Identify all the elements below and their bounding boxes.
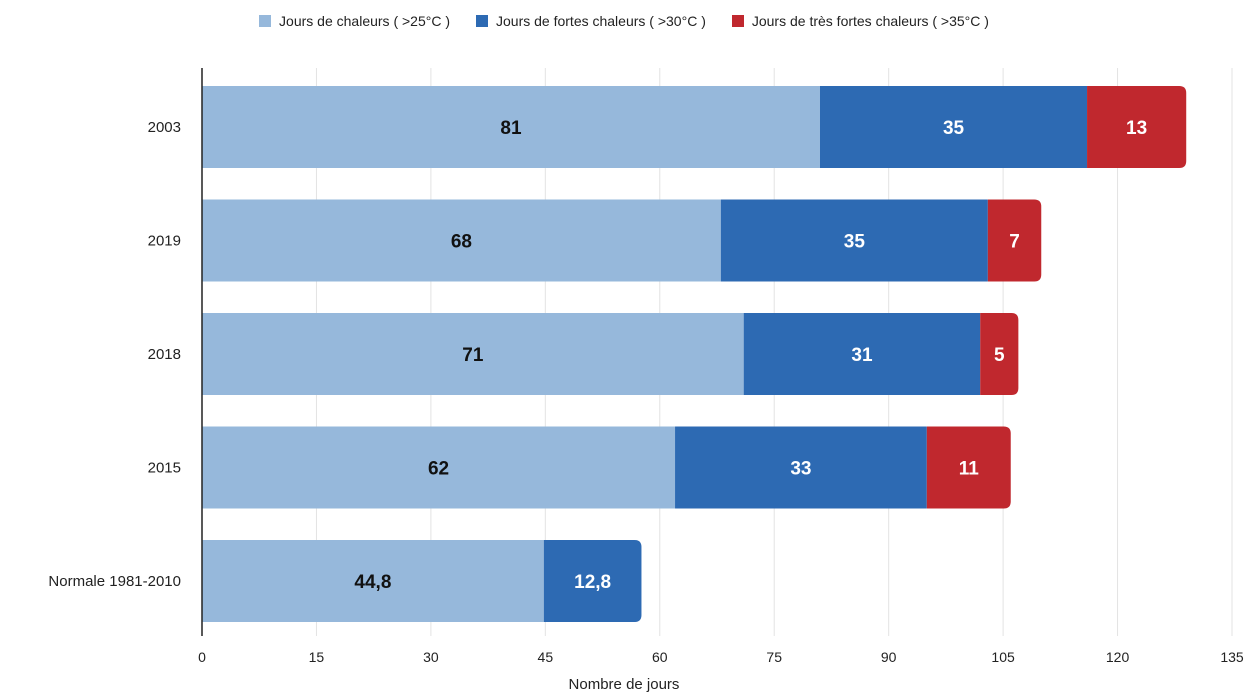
data-label: 68: [451, 232, 472, 253]
data-label: 33: [790, 459, 811, 480]
data-label: 35: [943, 118, 965, 139]
x-tick-label: 30: [423, 649, 439, 665]
x-tick-label: 120: [1106, 649, 1130, 665]
y-tick-label: 2018: [148, 346, 181, 363]
bar-segment: [202, 313, 744, 395]
bar-segment: [743, 313, 981, 395]
data-label: 13: [1126, 118, 1147, 139]
bar-segment: [987, 199, 1042, 282]
data-label: 71: [462, 345, 484, 366]
x-tick-label: 15: [309, 649, 325, 665]
x-tick-label: 105: [991, 649, 1015, 665]
bar-segment: [820, 86, 1088, 168]
bar-segment: [720, 199, 988, 282]
bar-segment: [1087, 86, 1187, 168]
x-tick-label: 75: [766, 649, 782, 665]
data-label: 62: [428, 459, 449, 480]
data-label: 7: [1009, 232, 1020, 253]
legend-item-chaleurs[interactable]: Jours de chaleurs ( >25°C ): [259, 13, 450, 29]
y-tick-label: 2003: [148, 119, 181, 136]
legend-swatch-tres-fortes-chaleurs: [731, 15, 744, 27]
y-tick-label: 2019: [148, 233, 181, 250]
legend-label-tres-fortes-chaleurs: Jours de très fortes chaleurs ( >35°C ): [751, 13, 989, 29]
y-tick-label: Normale 1981-2010: [48, 573, 181, 590]
data-label: 31: [851, 345, 873, 366]
bar-segment: [980, 313, 1019, 395]
x-tick-label: 135: [1220, 649, 1244, 665]
data-label: 44,8: [354, 572, 391, 593]
bar-segment: [202, 426, 676, 509]
bar-segment: [202, 540, 544, 622]
legend-swatch-fortes-chaleurs: [476, 15, 488, 27]
x-tick-label: 90: [881, 649, 897, 665]
data-label: 35: [844, 232, 866, 253]
data-label: 11: [959, 459, 980, 480]
legend-swatch-chaleurs: [259, 15, 272, 27]
legend-item-tres-fortes-chaleurs[interactable]: Jours de très fortes chaleurs ( >35°C ): [731, 13, 989, 29]
x-axis-title: Nombre de jours: [568, 676, 680, 693]
x-tick-label: 0: [198, 649, 206, 665]
legend-label-fortes-chaleurs: Jours de fortes chaleurs ( >30°C ): [496, 13, 706, 29]
data-label: 12,8: [574, 572, 611, 593]
bar-segment: [202, 86, 820, 168]
data-label: 81: [500, 118, 522, 139]
legend-label-chaleurs: Jours de chaleurs ( >25°C ): [279, 13, 450, 29]
x-tick-label: 45: [538, 649, 554, 665]
legend-item-fortes-chaleurs[interactable]: Jours de fortes chaleurs ( >30°C ): [476, 13, 706, 29]
bar-segment: [543, 540, 642, 622]
x-tick-label: 60: [652, 649, 668, 665]
bar-segment: [202, 199, 721, 282]
legend: Jours de chaleurs ( >25°C ) Jours de for…: [0, 13, 1248, 29]
bar-segment: [926, 426, 1011, 509]
data-label: 5: [994, 345, 1005, 366]
y-tick-label: 2015: [148, 460, 181, 477]
bar-segment: [675, 426, 927, 509]
